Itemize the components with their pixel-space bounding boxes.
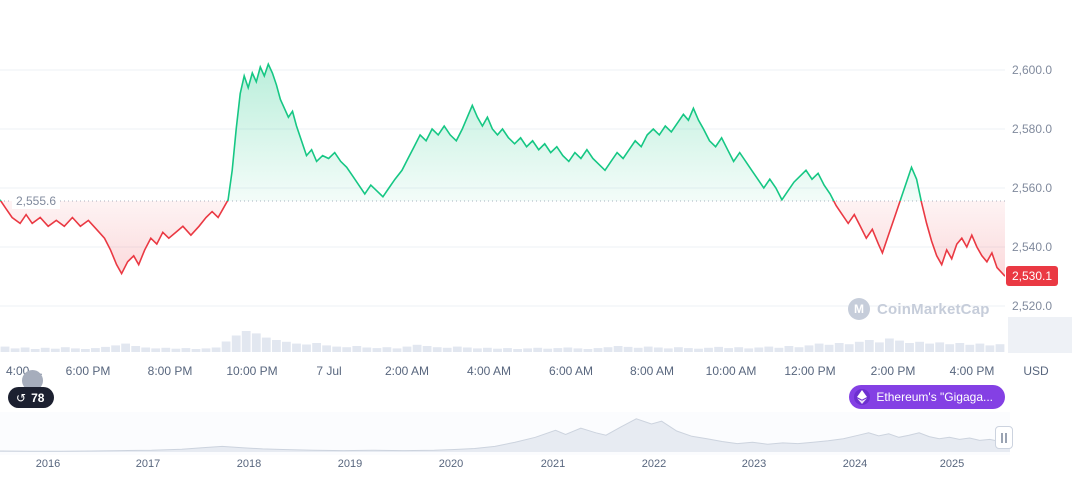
year-tick-label: 2018 xyxy=(236,458,262,470)
range-navigator[interactable] xyxy=(0,412,1010,455)
year-tick-label: 2025 xyxy=(939,458,965,470)
time-tick-label: 2:00 PM xyxy=(870,364,916,378)
time-tick-label: 4:00 AM xyxy=(466,364,512,378)
year-tick-label: 2017 xyxy=(135,458,161,470)
price-tick-label: 2,600.0 xyxy=(1012,63,1053,77)
year-tick-label: 2021 xyxy=(540,458,566,470)
currency-unit-label: USD xyxy=(1023,364,1049,378)
ethereum-promo-pill[interactable]: Ethereum's "Gigaga... xyxy=(849,385,1005,409)
time-tick-label: 8:00 AM xyxy=(629,364,675,378)
coinmarketcap-logo-icon: M xyxy=(848,298,870,320)
year-tick-label: 2019 xyxy=(337,458,363,470)
time-tick-label: 4:00 PM xyxy=(949,364,995,378)
promo-pill-label: Ethereum's "Gigaga... xyxy=(876,390,993,404)
price-axis[interactable]: 2,600.0 2,580.0 2,560.0 2,540.0 2,520.0 xyxy=(1008,0,1072,318)
price-chart-svg xyxy=(0,61,1005,307)
watermark-text: CoinMarketCap xyxy=(877,300,990,318)
year-tick-label: 2016 xyxy=(35,458,61,470)
time-tick-label: 7 Jul xyxy=(316,364,342,378)
price-tick-label: 2,540.0 xyxy=(1012,240,1053,254)
time-tick-label: 6:00 AM xyxy=(548,364,594,378)
volume-axis-background xyxy=(1008,317,1072,353)
year-tick-label: 2024 xyxy=(842,458,868,470)
year-axis[interactable]: 2016 2017 2018 2019 2020 2021 2022 2023 2024 2025 xyxy=(0,458,1010,474)
year-tick-label: 2020 xyxy=(438,458,464,470)
history-count: 78 xyxy=(31,390,45,405)
price-tick-label: 2,560.0 xyxy=(1012,181,1053,195)
badge-background-circle xyxy=(22,370,43,391)
navigator-scroll-handle[interactable] xyxy=(995,426,1013,449)
price-tick-label: 2,520.0 xyxy=(1012,299,1053,313)
volume-histogram xyxy=(0,331,1005,352)
main-chart-pane[interactable]: 2,555.6 M CoinMarketCap xyxy=(0,0,1005,320)
time-tick-label: 10:00 AM xyxy=(705,364,757,378)
time-tick-label: 2:00 AM xyxy=(384,364,430,378)
current-price-tag: 2,530.1 xyxy=(1006,266,1059,286)
time-tick-label: 10:00 PM xyxy=(226,364,278,378)
time-axis[interactable]: 4:00 ... 6:00 PM 8:00 PM 10:00 PM 7 Jul 2:00 … xyxy=(0,364,1005,382)
history-badge[interactable]: ↺ 78 xyxy=(8,387,55,408)
time-tick-label: 12:00 PM xyxy=(784,364,836,378)
navigator-area-chart xyxy=(0,418,1010,452)
coinmarketcap-watermark: M CoinMarketCap xyxy=(848,298,990,320)
history-clock-icon: ↺ xyxy=(16,390,27,405)
time-tick-label: 6:00 PM xyxy=(65,364,111,378)
price-tick-label: 2,580.0 xyxy=(1012,122,1053,136)
time-tick-label: 8:00 PM xyxy=(147,364,193,378)
year-tick-label: 2022 xyxy=(641,458,667,470)
baseline-price-label: 2,555.6 xyxy=(12,193,61,209)
year-tick-label: 2023 xyxy=(741,458,767,470)
ethereum-icon xyxy=(854,389,871,405)
